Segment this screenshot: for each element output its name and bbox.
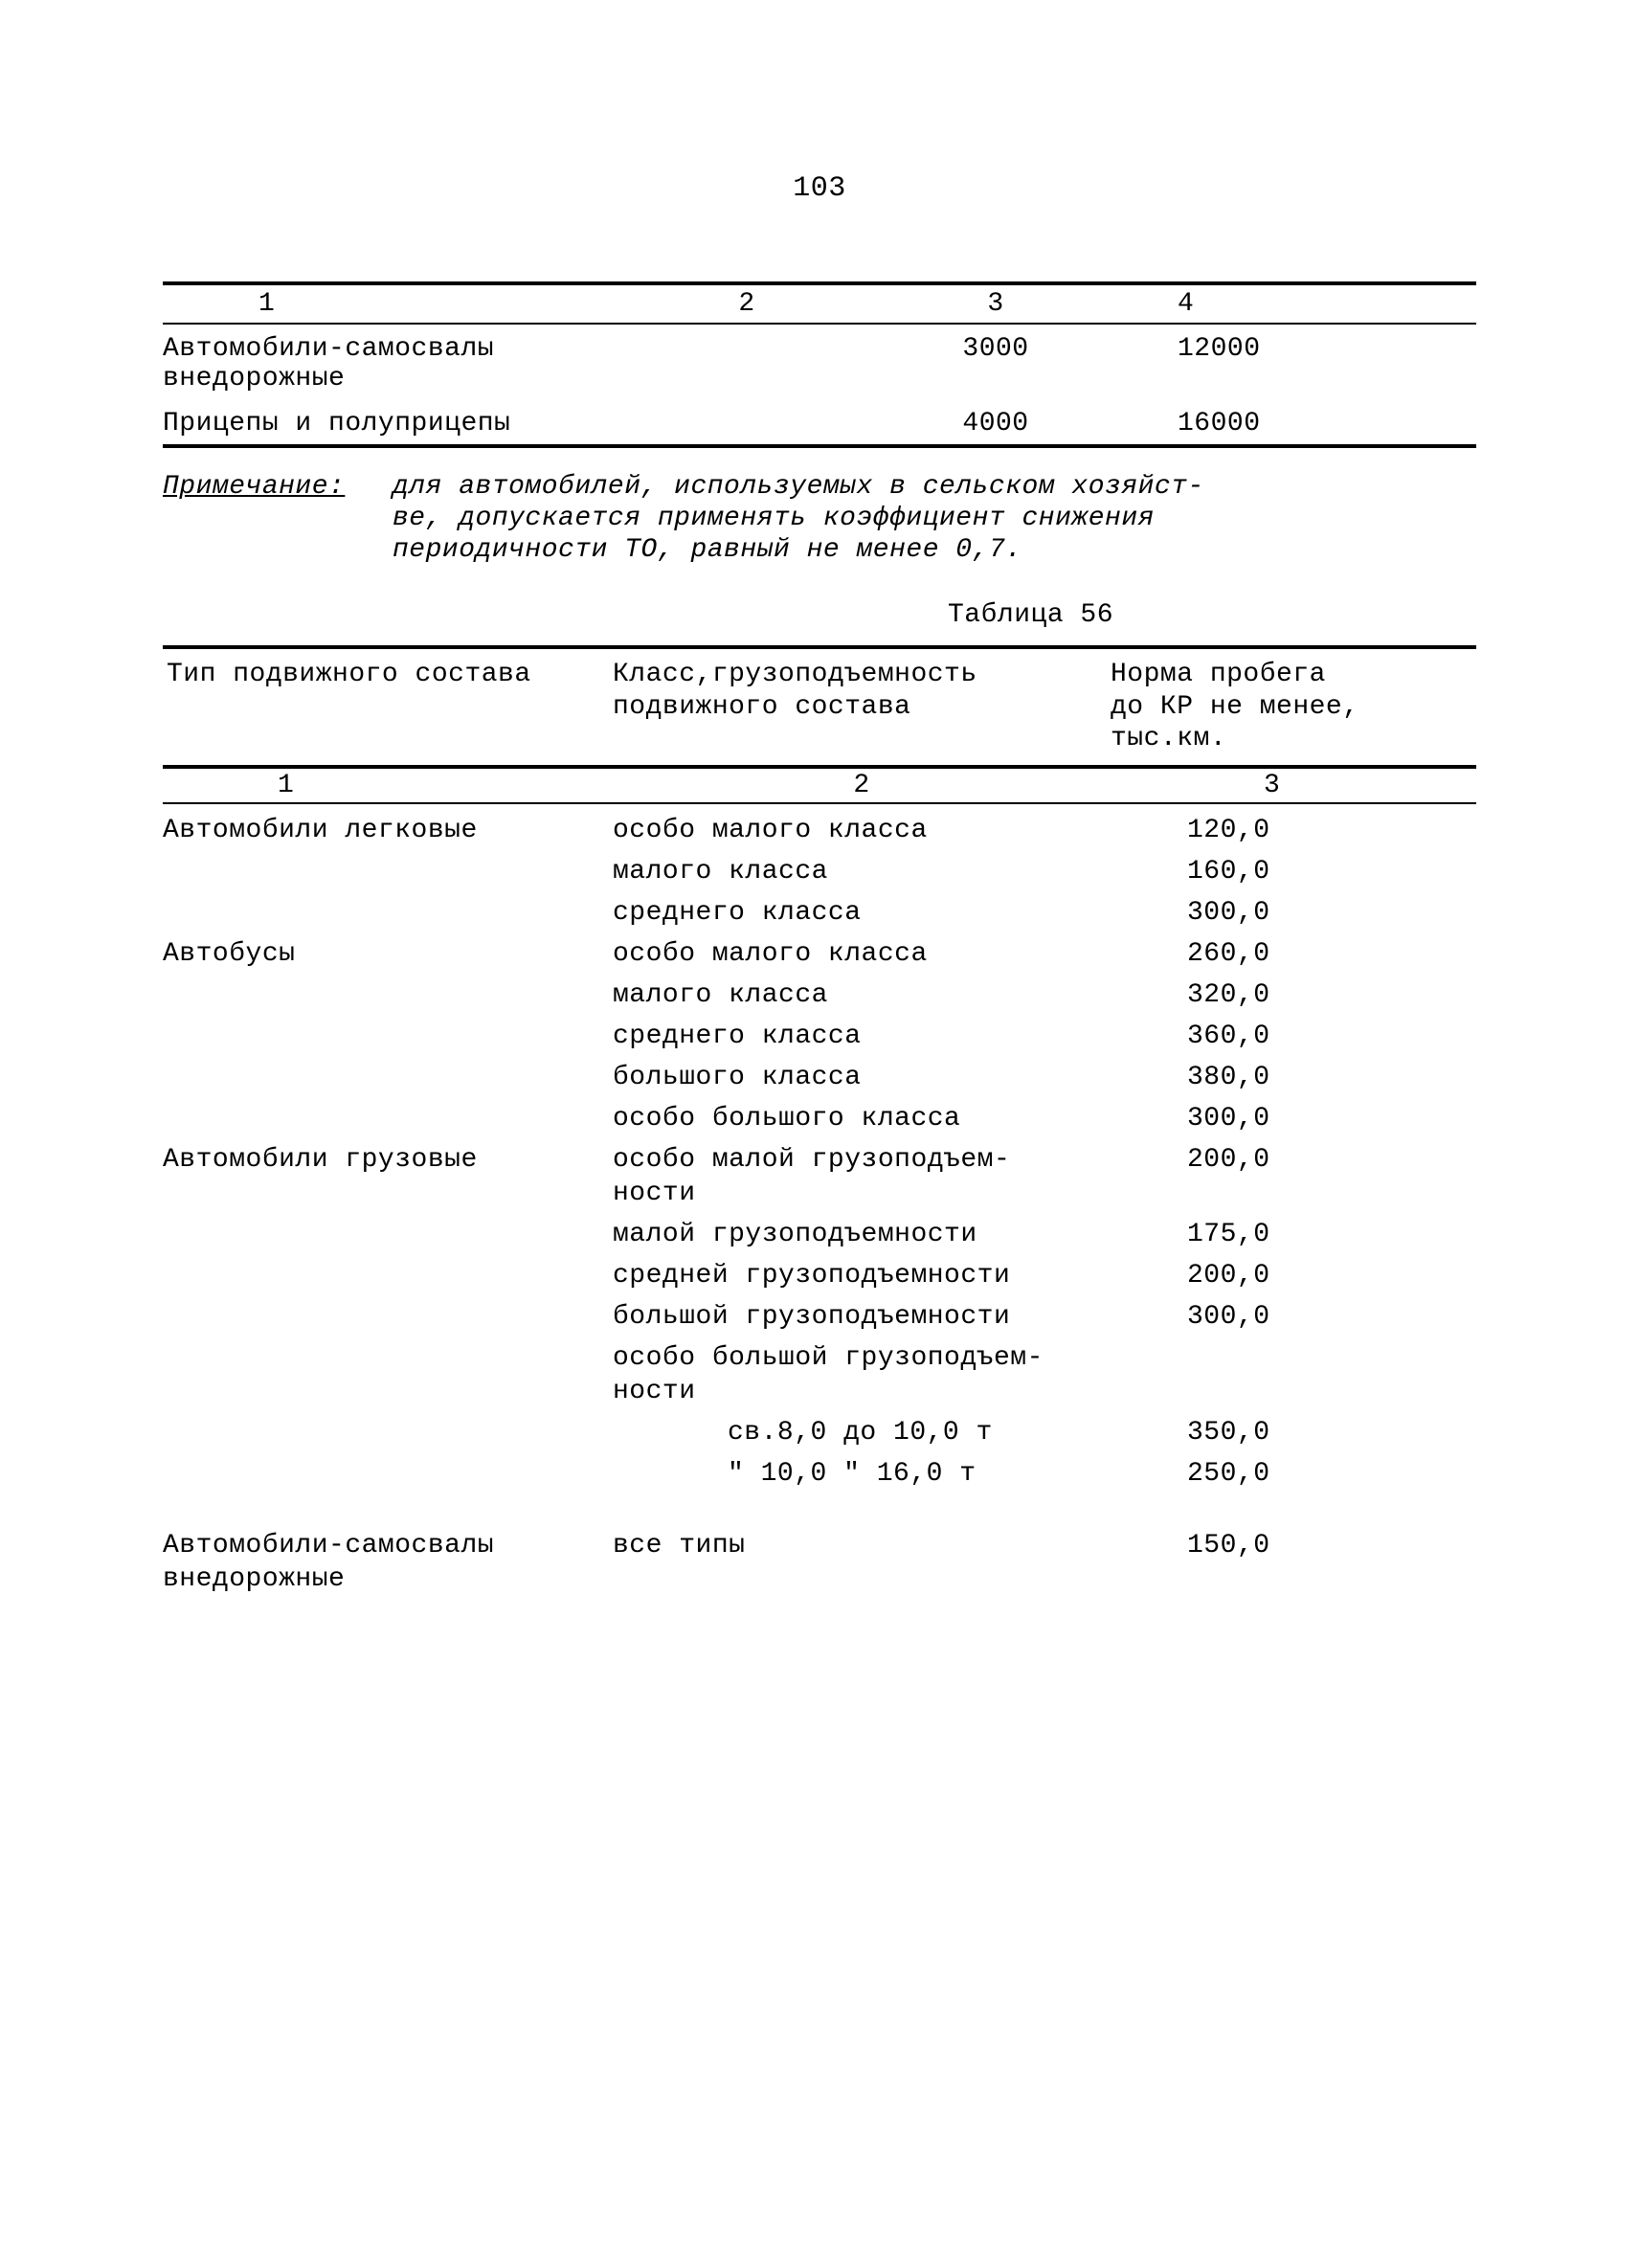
table-body: Автомобили легковыеособо малого класса12… [163,804,1476,1600]
cell: Прицепы и полуприцепы [163,409,622,438]
cell: все типы [613,1529,1130,1562]
cell: 300,0 [1130,896,1476,930]
rule [163,444,1476,448]
cell: 260,0 [1130,937,1476,971]
table-row: Автомобили-самосвалы внедорожныевсе типы… [163,1525,1476,1600]
cell: 12000 [1120,334,1476,364]
cell: среднего класса [613,896,1130,930]
colnum-2: 2 [622,289,871,319]
cell: св.8,0 до 10,0 т [613,1416,1130,1449]
table-row: малого класса160,0 [163,851,1476,892]
table-header-row: Тип подвижного состава Класс,грузоподъем… [163,649,1476,765]
cell: 320,0 [1130,978,1476,1012]
table-row: среднего класса300,0 [163,892,1476,933]
colnum-3: 3 [1111,769,1476,804]
note-label: Примечание: [163,471,393,566]
cell: 380,0 [1130,1061,1476,1094]
cell: Автомобили-самосвалы внедорожные [163,1529,613,1596]
table-row: малой грузоподъемности175,0 [163,1214,1476,1255]
cell: особо малого класса [613,937,1130,971]
colnum-3: 3 [871,289,1120,319]
cell: особо малой грузоподъем- ности [613,1143,1130,1210]
table-row: среднего класса360,0 [163,1016,1476,1057]
cell: 150,0 [1130,1529,1476,1562]
cell: малой грузоподъемности [613,1218,1130,1251]
table-top-colnums: 1 2 3 4 [163,285,1476,323]
cell: Автомобили грузовые [163,1143,613,1177]
cell: среднего класса [613,1020,1130,1053]
table-row: малого класса320,0 [163,975,1476,1016]
table-row: Автомобили легковыеособо малого класса12… [163,810,1476,851]
cell: Автомобили легковые [163,814,613,847]
col-header: Норма пробега до КР не менее, тыс.км. [1111,659,1476,755]
cell: 200,0 [1130,1143,1476,1177]
cell: " 10,0 " 16,0 т [613,1457,1130,1491]
colnum-4: 4 [1120,289,1476,319]
cell: 3000 [871,334,1120,364]
cell: большой грузоподъемности [613,1300,1130,1334]
cell: 300,0 [1130,1102,1476,1135]
table-row: Прицепы и полуприцепы 4000 16000 [163,399,1476,444]
table-colnums: 1 2 3 [163,769,1476,804]
cell: 4000 [871,409,1120,438]
cell: 160,0 [1130,855,1476,888]
colnum-1: 1 [163,769,613,804]
cell: Автобусы [163,937,613,971]
cell: 300,0 [1130,1300,1476,1334]
cell: особо большого класса [613,1102,1130,1135]
cell: средней грузоподъемности [613,1259,1130,1292]
table-row: большой грузоподъемности300,0 [163,1296,1476,1337]
cell: особо большой грузоподъем- ности [613,1341,1130,1408]
table-row: особо большой грузоподъем- ности [163,1337,1476,1412]
table-row: средней грузоподъемности200,0 [163,1255,1476,1296]
cell: малого класса [613,978,1130,1012]
table-main: Тип подвижного состава Класс,грузоподъем… [163,645,1476,1600]
cell: особо малого класса [613,814,1130,847]
table-top: 1 2 3 4 Автомобили-самосвалы внедорожные… [163,281,1476,448]
cell: 200,0 [1130,1259,1476,1292]
colnum-2: 2 [613,769,1111,804]
cell: 350,0 [1130,1416,1476,1449]
note-block: Примечание: для автомобилей, используемы… [163,471,1476,566]
cell: 16000 [1120,409,1476,438]
cell: 120,0 [1130,814,1476,847]
table-row: св.8,0 до 10,0 т350,0 [163,1412,1476,1453]
cell: Автомобили-самосвалы внедорожные [163,334,622,393]
table-row: особо большого класса300,0 [163,1098,1476,1139]
table-row: Автомобили грузовыеособо малой грузоподъ… [163,1139,1476,1214]
note-text: для автомобилей, используемых в сельском… [393,471,1476,566]
col-header: Класс,грузоподъемность подвижного состав… [613,659,1111,755]
cell: 360,0 [1130,1020,1476,1053]
page-number: 103 [163,172,1476,205]
table-row: Автомобили-самосвалы внедорожные 3000 12… [163,325,1476,399]
colnum-1: 1 [163,289,622,319]
table-row: большого класса380,0 [163,1057,1476,1098]
table-row: Автобусыособо малого класса260,0 [163,933,1476,975]
col-header: Тип подвижного состава [163,659,613,755]
cell: 250,0 [1130,1457,1476,1491]
cell: большого класса [613,1061,1130,1094]
cell: 175,0 [1130,1218,1476,1251]
cell: малого класса [613,855,1130,888]
table-row: " 10,0 " 16,0 т250,0 [163,1453,1476,1494]
table-caption: Таблица 56 [163,600,1476,630]
